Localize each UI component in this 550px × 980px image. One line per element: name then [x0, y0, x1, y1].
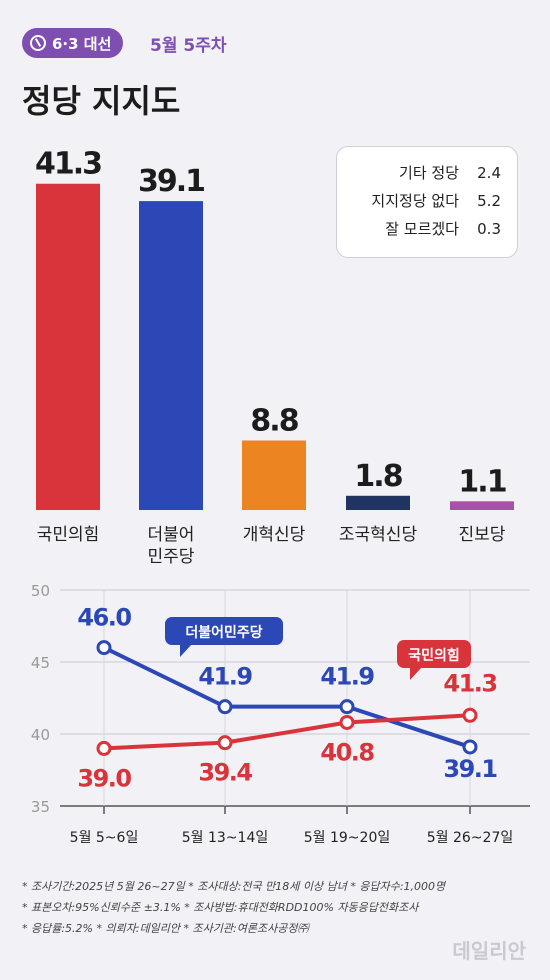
point-value-label: 39.1	[443, 755, 497, 783]
note-line: * 응답률:5.2% * 의뢰자:데일리안 * 조사기관:여론조사공정㈜	[22, 922, 309, 935]
bar-value-label: 1.1	[458, 464, 505, 499]
others-label: 기타 정당	[399, 164, 459, 182]
y-tick-label: 45	[31, 654, 50, 672]
ballot-icon	[30, 35, 46, 51]
bar-value-label: 39.1	[138, 164, 204, 199]
others-value: 5.2	[477, 192, 501, 210]
others-value: 2.4	[477, 164, 501, 182]
series-point	[462, 707, 478, 723]
week-label: 5월 5주차	[150, 36, 227, 56]
y-tick-label: 35	[31, 798, 50, 816]
point-value-label: 41.9	[198, 663, 252, 691]
series-point	[339, 699, 355, 715]
publisher-logo: 데일리안	[452, 939, 526, 963]
bar-category-label: 조국혁신당	[339, 525, 418, 545]
others-row: 지지정당 없다 5.2	[337, 187, 501, 215]
series-point	[217, 735, 233, 751]
series-tag-label: 더불어민주당	[185, 624, 262, 641]
bar-category-label: 진보당	[459, 525, 506, 545]
bar-category-label: 개혁신당	[243, 525, 306, 545]
y-tick-label: 50	[31, 582, 50, 600]
point-value-label: 39.4	[198, 759, 252, 787]
note-line: * 조사기간:2025년 5월 26~27일 * 조사대상:전국 만18세 이상…	[22, 880, 446, 893]
badge-label: 6·3 대선	[52, 34, 112, 53]
series-line	[103, 713, 471, 751]
others-label: 지지정당 없다	[371, 192, 459, 210]
others-value: 0.3	[477, 220, 501, 238]
series-tag-label: 국민의힘	[408, 647, 460, 664]
series-point	[339, 714, 355, 730]
page-title: 정당 지지도	[22, 82, 181, 120]
series-point	[96, 740, 112, 756]
point-value-label: 46.0	[77, 604, 131, 632]
series-tag-pointer	[180, 644, 192, 657]
series-point	[462, 739, 478, 755]
y-tick-label: 40	[31, 726, 50, 744]
bar	[242, 440, 306, 510]
election-badge: 6·3 대선	[22, 28, 124, 58]
note-line: * 표본오차:95%신뢰수준 ±3.1% * 조사방법:휴대전화RDD100% …	[22, 901, 419, 914]
series-point	[217, 699, 233, 715]
others-row: 잘 모르겠다 0.3	[337, 215, 501, 243]
bar	[139, 201, 203, 511]
point-value-label: 40.8	[320, 738, 374, 766]
bar-value-label: 1.8	[354, 459, 402, 494]
bar-category-label: 민주당	[148, 547, 195, 567]
bar-category-label: 국민의힘	[37, 525, 100, 545]
bar-category-label: 더불어	[148, 525, 195, 545]
x-tick-label: 5월 26~27일	[427, 830, 513, 846]
bar-value-label: 8.8	[250, 403, 298, 438]
series-tag	[397, 640, 471, 668]
series-tag-pointer	[410, 667, 422, 680]
bar	[450, 501, 514, 510]
point-value-label: 41.9	[320, 663, 374, 691]
series-line	[103, 645, 471, 749]
x-tick-label: 5월 5~6일	[70, 830, 139, 846]
bar	[346, 495, 410, 510]
others-row: 기타 정당 2.4	[337, 159, 501, 187]
point-value-label: 39.0	[77, 764, 131, 792]
trend-line-chart: 35 40 45 50 5월 5~6일 5월 13~14일 5월 19~20일 5월 26~2…	[31, 582, 530, 846]
x-tick-label: 5월 13~14일	[182, 830, 268, 846]
x-tick-label: 5월 19~20일	[304, 830, 390, 846]
series-tag	[165, 617, 283, 645]
bar	[36, 183, 100, 511]
bar-chart: 41.3 국민의힘 39.1 더불어민주당 8.8 개혁신당 1.8 조국혁신당 1.1 진보당	[35, 147, 514, 567]
series-point	[96, 640, 112, 656]
others-box: 기타 정당 2.4 지지정당 없다 5.2 잘 모르겠다 0.3	[336, 146, 518, 258]
others-label: 잘 모르겠다	[385, 220, 459, 238]
survey-notes: * 조사기간:2025년 5월 26~27일 * 조사대상:전국 만18세 이상…	[22, 876, 445, 939]
bar-value-label: 41.3	[35, 147, 101, 182]
point-value-label: 41.3	[443, 669, 496, 697]
